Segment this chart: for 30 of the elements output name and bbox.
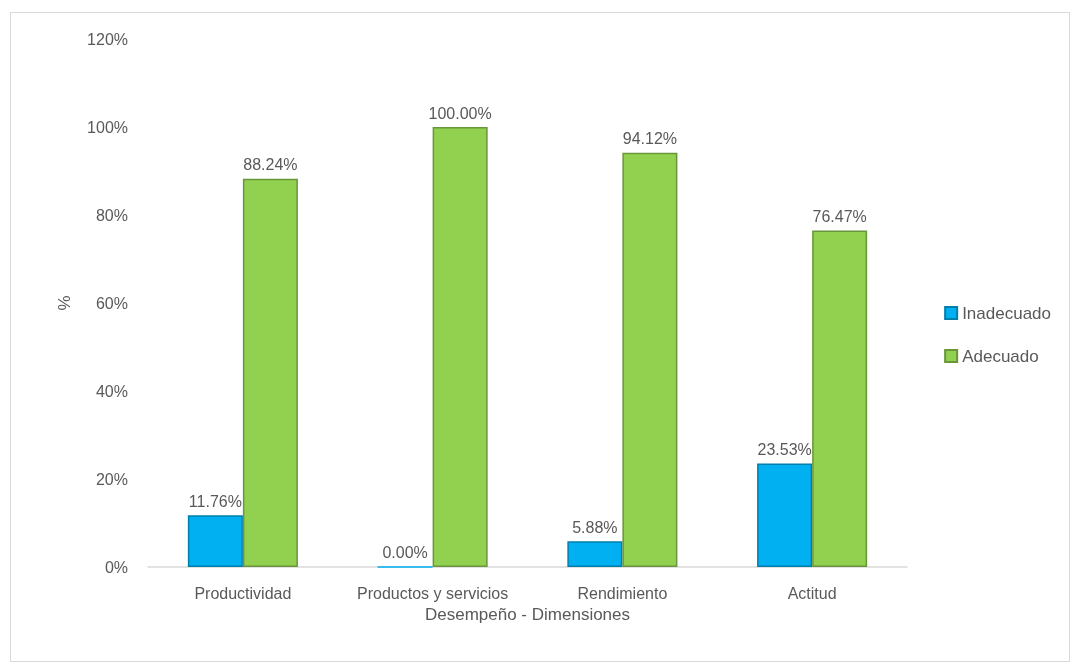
data-label: 94.12% [622,130,678,148]
y-tick-label: 80% [95,206,128,224]
data-label: 11.76% [188,492,242,510]
data-label: 100.00% [428,104,492,122]
data-label: 5.88% [572,518,618,536]
bar [242,178,298,567]
x-tick-label: Productos y servicios [357,584,509,602]
bar [432,127,488,567]
data-label: 23.53% [757,440,812,458]
y-tick-label: 100% [87,118,128,136]
bar [567,541,623,567]
legend-label: Adecuado [962,346,1039,366]
y-tick-label: 60% [95,294,128,312]
x-axis-title: Desempeño - Dimensiones [424,604,631,624]
data-label: 88.24% [243,156,298,174]
data-label: 76.47% [812,208,867,226]
y-axis-title: % [55,295,74,311]
y-tick-label: 0% [104,558,128,576]
x-tick-label: Rendimiento [577,584,668,602]
bar [622,152,678,567]
y-tick-label: 20% [95,470,128,488]
y-tick-label: 120% [87,30,128,48]
bar [757,463,813,567]
bar [812,230,868,567]
bar [187,515,243,567]
y-tick-label: 40% [95,382,128,400]
x-tick-label: Productividad [194,584,292,602]
data-label: 0.00% [382,543,428,561]
x-tick-label: Actitud [787,584,837,602]
legend-label: Inadecuado [962,303,1052,323]
